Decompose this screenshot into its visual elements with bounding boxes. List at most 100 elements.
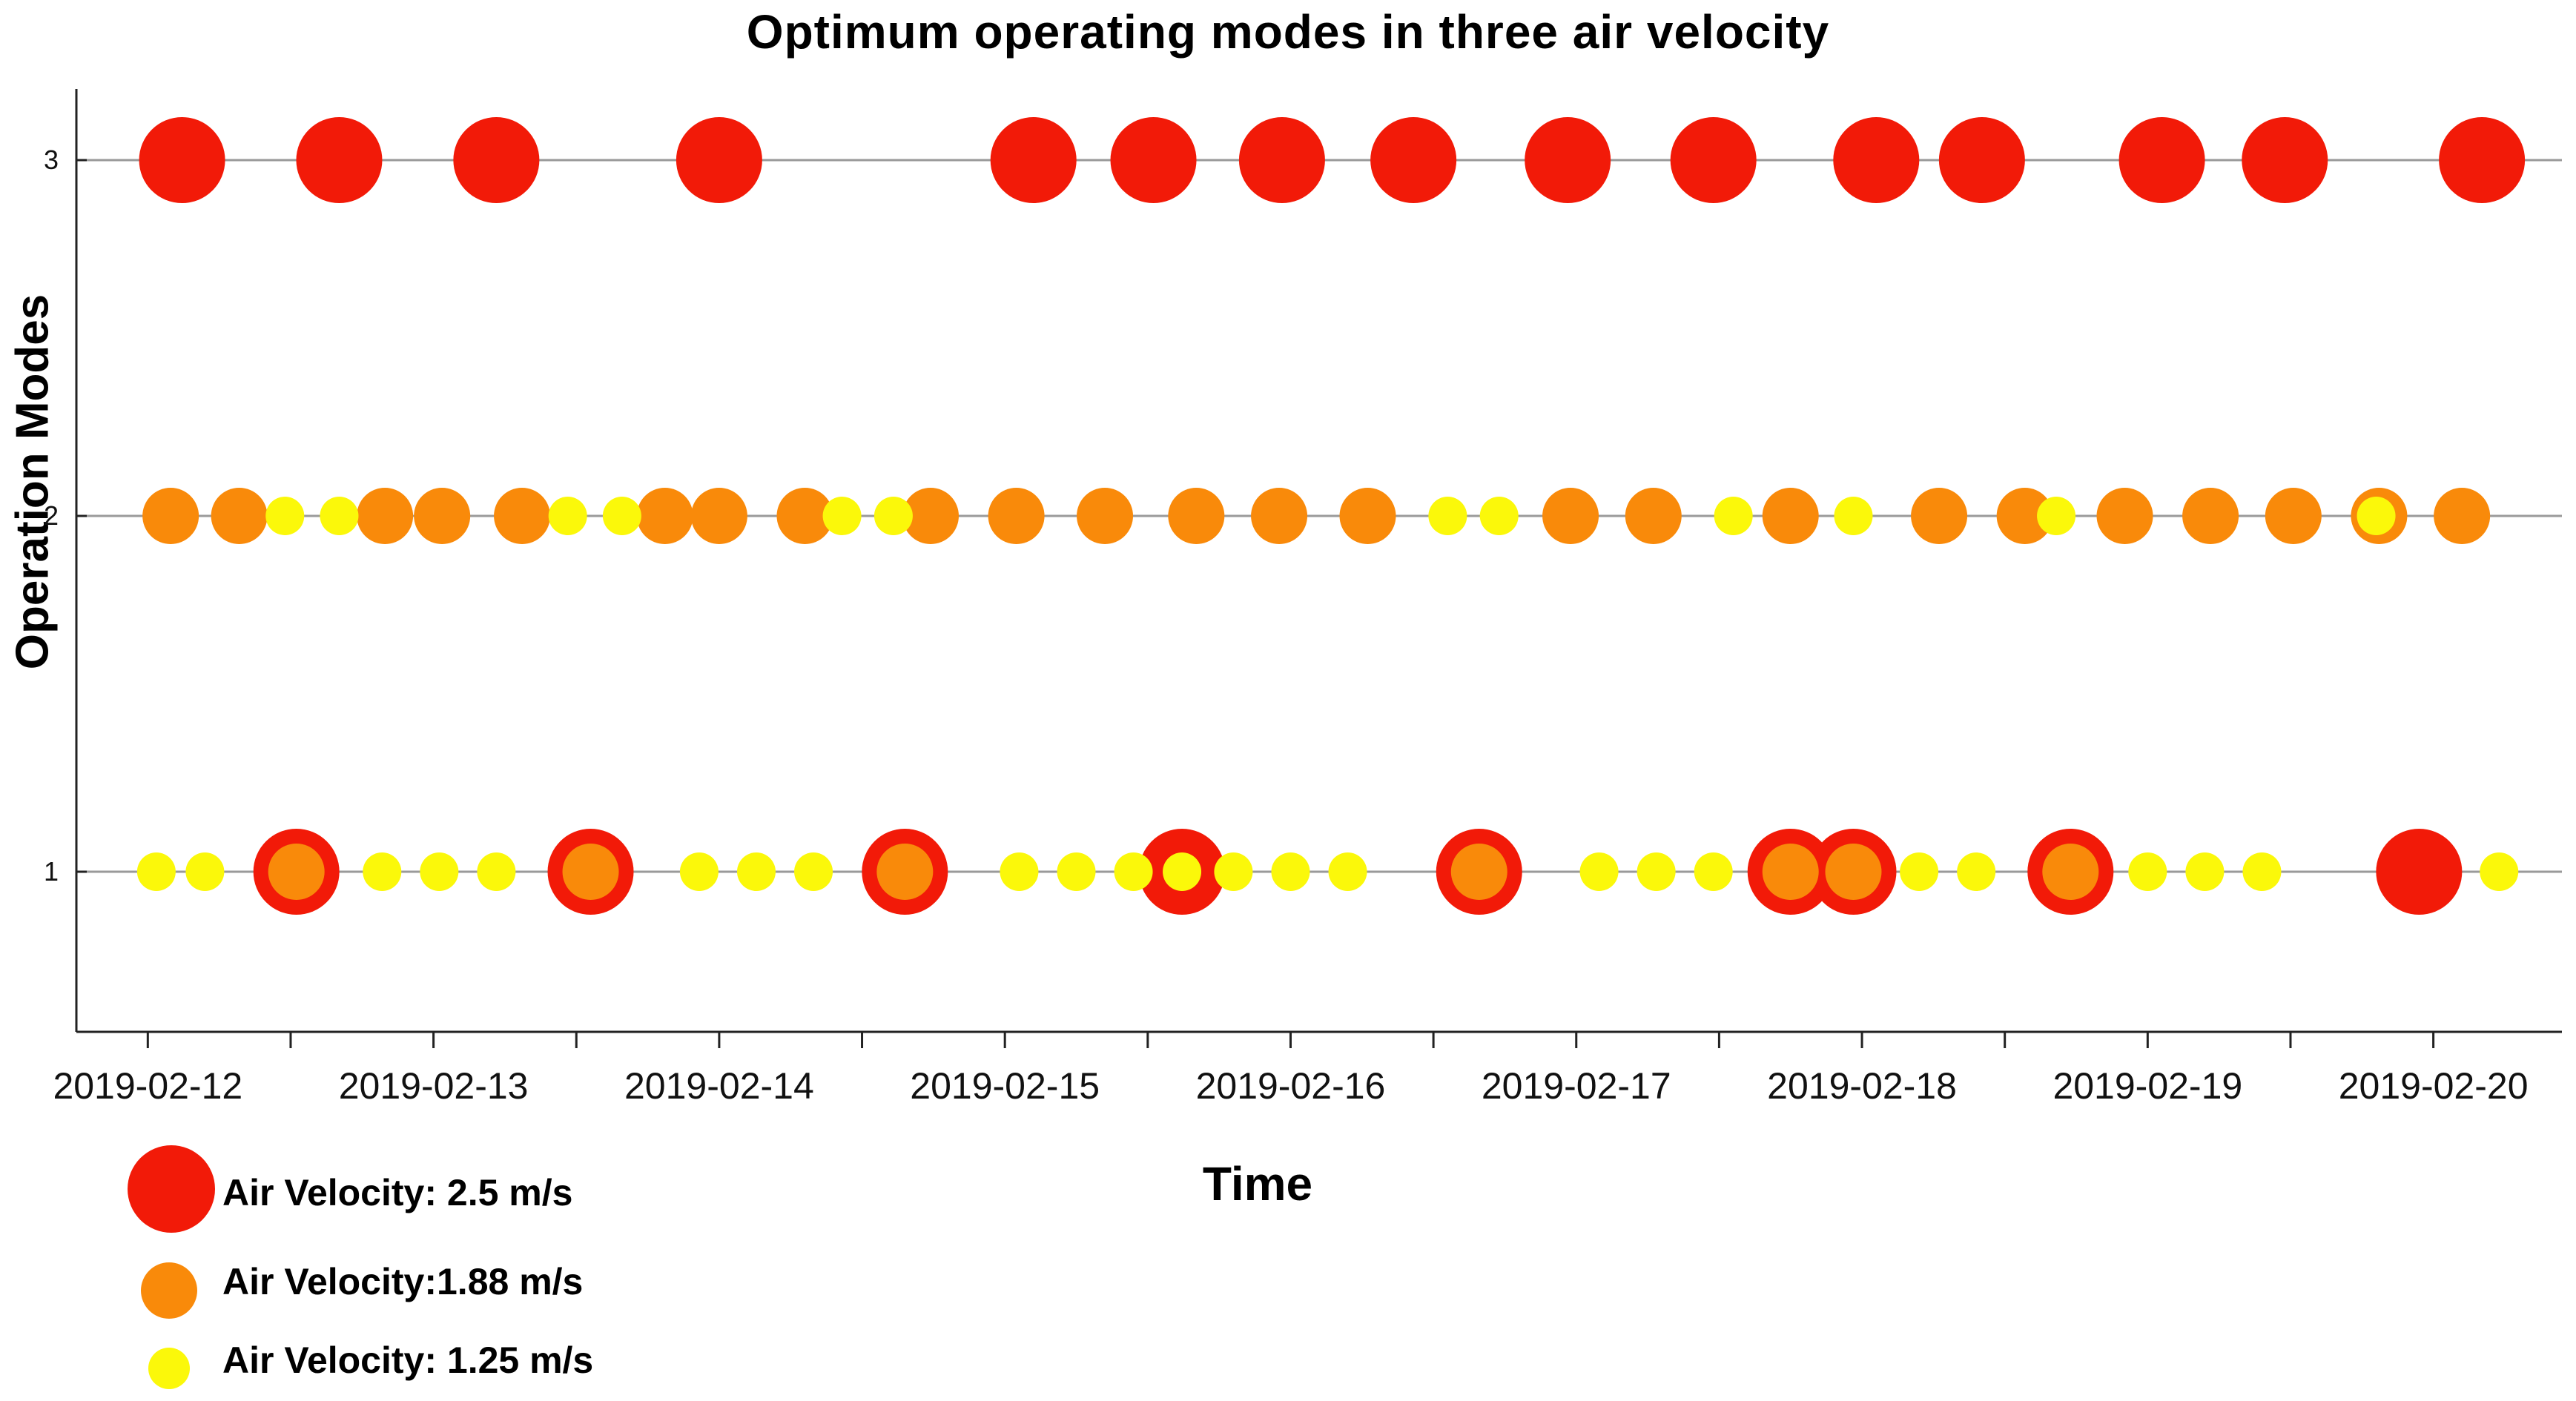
x-tick-label: 2019-02-17 bbox=[1482, 1065, 1671, 1107]
point-air-velocity-2-5-m-s bbox=[1525, 117, 1611, 203]
legend-swatch-icon bbox=[141, 1262, 197, 1319]
point-air-velocity-1-25-m-s bbox=[265, 497, 305, 535]
x-tick-label: 2019-02-18 bbox=[1767, 1065, 1957, 1107]
point-air-velocity-1-25-m-s bbox=[1714, 497, 1753, 535]
point-air-velocity-1-88-m-s bbox=[1450, 844, 1507, 900]
point-air-velocity-1-25-m-s bbox=[602, 497, 641, 535]
x-tick-label: 2019-02-14 bbox=[624, 1065, 814, 1107]
point-air-velocity-1-25-m-s bbox=[2128, 852, 2167, 891]
y-tick-label: 3 bbox=[44, 145, 59, 175]
point-air-velocity-1-88-m-s bbox=[1762, 844, 1819, 900]
point-air-velocity-1-25-m-s bbox=[1428, 497, 1467, 535]
point-air-velocity-1-25-m-s bbox=[1000, 852, 1039, 891]
point-air-velocity-1-25-m-s bbox=[1114, 852, 1153, 891]
legend-swatch-icon bbox=[128, 1145, 215, 1233]
point-air-velocity-1-25-m-s bbox=[679, 852, 719, 891]
point-air-velocity-1-25-m-s bbox=[1271, 852, 1310, 891]
point-air-velocity-1-25-m-s bbox=[1694, 852, 1733, 891]
y-tick-label: 2 bbox=[44, 500, 59, 531]
point-air-velocity-1-25-m-s bbox=[794, 852, 833, 891]
point-air-velocity-2-5-m-s bbox=[1110, 117, 1197, 203]
point-air-velocity-1-88-m-s bbox=[1339, 488, 1396, 544]
legend-label: Air Velocity: 2.5 m/s bbox=[222, 1172, 573, 1213]
x-tick-label: 2019-02-12 bbox=[53, 1065, 242, 1107]
point-air-velocity-1-88-m-s bbox=[1996, 488, 2053, 544]
point-air-velocity-2-5-m-s bbox=[1670, 117, 1757, 203]
x-tick-label: 2019-02-15 bbox=[910, 1065, 1100, 1107]
point-air-velocity-1-88-m-s bbox=[414, 488, 471, 544]
point-air-velocity-1-88-m-s bbox=[2042, 844, 2099, 900]
chart-title: Optimum operating modes in three air vel… bbox=[746, 5, 1830, 59]
point-air-velocity-1-25-m-s bbox=[1163, 852, 1202, 891]
point-air-velocity-1-25-m-s bbox=[736, 852, 776, 891]
legend-label: Air Velocity:1.88 m/s bbox=[222, 1261, 584, 1302]
point-air-velocity-1-25-m-s bbox=[2037, 497, 2076, 535]
x-tick-label: 2019-02-16 bbox=[1196, 1065, 1386, 1107]
point-air-velocity-1-88-m-s bbox=[1762, 488, 1819, 544]
point-air-velocity-1-25-m-s bbox=[548, 497, 587, 535]
point-air-velocity-2-5-m-s bbox=[676, 117, 762, 203]
point-air-velocity-1-88-m-s bbox=[1168, 488, 1225, 544]
x-axis-label: Time bbox=[1202, 1157, 1313, 1210]
point-air-velocity-1-88-m-s bbox=[2265, 488, 2322, 544]
point-air-velocity-1-88-m-s bbox=[1077, 488, 1134, 544]
point-air-velocity-1-25-m-s bbox=[1579, 852, 1619, 891]
point-air-velocity-1-88-m-s bbox=[2434, 488, 2491, 544]
point-air-velocity-1-88-m-s bbox=[268, 844, 325, 900]
point-air-velocity-1-88-m-s bbox=[211, 488, 268, 544]
point-air-velocity-1-25-m-s bbox=[420, 852, 459, 891]
x-tick-label: 2019-02-20 bbox=[2339, 1065, 2529, 1107]
point-air-velocity-1-88-m-s bbox=[142, 488, 199, 544]
point-air-velocity-1-25-m-s bbox=[1479, 497, 1519, 535]
point-air-velocity-2-5-m-s bbox=[2439, 117, 2526, 203]
point-air-velocity-1-88-m-s bbox=[1625, 488, 1682, 544]
point-air-velocity-1-25-m-s bbox=[1328, 852, 1367, 891]
point-air-velocity-1-25-m-s bbox=[1057, 852, 1096, 891]
point-air-velocity-1-88-m-s bbox=[1251, 488, 1308, 544]
point-air-velocity-1-25-m-s bbox=[1834, 497, 1873, 535]
legend-swatch-icon bbox=[148, 1348, 190, 1389]
point-air-velocity-1-25-m-s bbox=[1957, 852, 1996, 891]
point-air-velocity-2-5-m-s bbox=[2242, 117, 2328, 203]
point-air-velocity-2-5-m-s bbox=[990, 117, 1077, 203]
point-air-velocity-1-25-m-s bbox=[1214, 852, 1253, 891]
x-tick-label: 2019-02-13 bbox=[339, 1065, 529, 1107]
point-air-velocity-1-25-m-s bbox=[320, 497, 359, 535]
x-tick-label: 2019-02-19 bbox=[2052, 1065, 2242, 1107]
legend-label: Air Velocity: 1.25 m/s bbox=[222, 1339, 594, 1381]
point-air-velocity-2-5-m-s bbox=[1938, 117, 2025, 203]
point-air-velocity-1-88-m-s bbox=[494, 488, 551, 544]
point-air-velocity-1-88-m-s bbox=[1542, 488, 1599, 544]
point-air-velocity-1-25-m-s bbox=[2185, 852, 2225, 891]
point-air-velocity-1-25-m-s bbox=[873, 497, 913, 535]
point-air-velocity-2-5-m-s bbox=[1833, 117, 1920, 203]
point-air-velocity-1-88-m-s bbox=[562, 844, 619, 900]
point-air-velocity-1-88-m-s bbox=[776, 488, 833, 544]
point-air-velocity-2-5-m-s bbox=[453, 117, 540, 203]
y-tick-label: 1 bbox=[44, 856, 59, 887]
point-air-velocity-1-25-m-s bbox=[2242, 852, 2282, 891]
point-air-velocity-2-5-m-s bbox=[139, 117, 225, 203]
point-air-velocity-1-25-m-s bbox=[1900, 852, 1939, 891]
point-air-velocity-1-88-m-s bbox=[902, 488, 960, 544]
point-air-velocity-1-88-m-s bbox=[1911, 488, 1968, 544]
point-air-velocity-2-5-m-s bbox=[1238, 117, 1325, 203]
point-air-velocity-1-25-m-s bbox=[2357, 497, 2396, 535]
point-air-velocity-2-5-m-s bbox=[2118, 117, 2205, 203]
point-air-velocity-2-5-m-s bbox=[296, 117, 383, 203]
point-air-velocity-1-25-m-s bbox=[363, 852, 402, 891]
point-air-velocity-1-25-m-s bbox=[2480, 852, 2519, 891]
point-air-velocity-1-88-m-s bbox=[1825, 844, 1882, 900]
point-air-velocity-1-88-m-s bbox=[876, 844, 934, 900]
point-air-velocity-1-88-m-s bbox=[636, 488, 693, 544]
point-air-velocity-1-25-m-s bbox=[1637, 852, 1676, 891]
point-air-velocity-1-88-m-s bbox=[2182, 488, 2239, 544]
point-air-velocity-1-88-m-s bbox=[988, 488, 1045, 544]
point-air-velocity-1-25-m-s bbox=[136, 852, 176, 891]
point-air-velocity-2-5-m-s bbox=[1370, 117, 1457, 203]
point-air-velocity-1-25-m-s bbox=[822, 497, 862, 535]
point-air-velocity-1-25-m-s bbox=[477, 852, 516, 891]
point-air-velocity-1-88-m-s bbox=[2096, 488, 2153, 544]
point-air-velocity-1-88-m-s bbox=[357, 488, 414, 544]
